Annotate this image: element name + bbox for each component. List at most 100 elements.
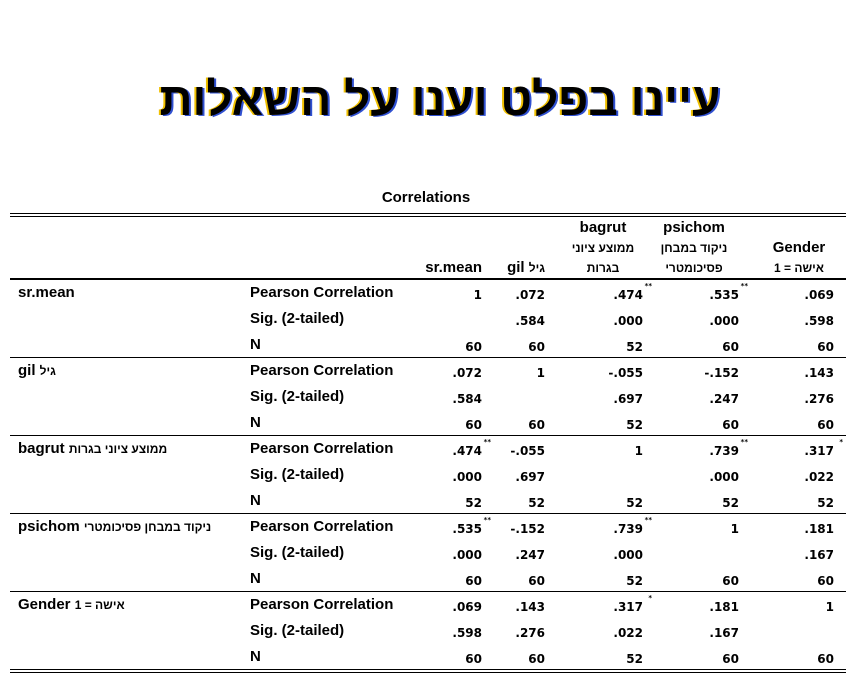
cell-value: .022 — [553, 626, 643, 640]
table-header: sr.mean gil גיל bagrut ממוצע ציוני בגרות psi… — [10, 217, 846, 280]
column-header-en: bagrut — [579, 219, 627, 236]
table-row: N 60 60 52 60 60 — [10, 332, 846, 358]
cell-number: .598 — [452, 626, 482, 640]
cell-value: 60 — [649, 418, 739, 432]
statistic-label: N — [250, 648, 261, 665]
cell-value: .697 — [553, 392, 643, 406]
row-group-sr-mean: sr.mean Pearson Correlation 1 .072 .474 ** .53… — [10, 280, 846, 358]
cell-value: .739 ** — [649, 438, 748, 458]
cell-number: 52 — [465, 496, 482, 510]
row-variable-en: Gender — [18, 596, 75, 613]
cell-number: 60 — [817, 340, 834, 354]
row-group-gil: gil גיל Pearson Correlation .072 1 -.055 -.15… — [10, 358, 846, 436]
cell-number: 60 — [817, 574, 834, 588]
cell-number: .181 — [709, 600, 739, 614]
cell-number: .167 — [804, 548, 834, 562]
cell-number: 52 — [626, 574, 643, 588]
statistic-label: N — [250, 414, 261, 431]
cell-number: 60 — [528, 418, 545, 432]
cell-number: .000 — [613, 314, 643, 328]
cell-number: .535 ** — [452, 516, 491, 536]
cell-number: .072 — [452, 366, 482, 380]
cell-value: .247 — [455, 548, 545, 562]
cell-value: .072 — [455, 288, 545, 302]
cell-number: 1 — [730, 522, 739, 536]
cell-number: 52 — [626, 418, 643, 432]
table-row: N 60 60 52 60 60 — [10, 566, 846, 592]
cell-number: .247 — [515, 548, 545, 562]
cell-number: .069 — [452, 600, 482, 614]
row-variable-en: bagrut — [18, 440, 69, 457]
cell-number: 52 — [626, 496, 643, 510]
column-header-sr-mean: sr.mean — [412, 258, 482, 278]
statistic-label: Pearson Correlation — [250, 284, 394, 301]
cell-value: -.055 — [553, 366, 643, 380]
cell-number: .697 — [515, 470, 545, 484]
cell-value: .598 — [744, 314, 834, 328]
cell-number: .022 — [804, 470, 834, 484]
cell-value: 60 — [744, 652, 834, 666]
table-row: N 60 60 52 60 60 — [10, 644, 846, 670]
cell-value: .000 — [553, 314, 643, 328]
statistic-label: Sig. (2-tailed) — [250, 544, 345, 561]
cell-value: .022 — [744, 470, 834, 484]
cell-value: .739 ** — [553, 516, 652, 536]
table-row: Sig. (2-tailed) .584 .697 .247 .276 — [10, 384, 846, 410]
cell-value: .000 — [392, 548, 482, 562]
cell-value: .276 — [455, 626, 545, 640]
cell-value: .598 — [392, 626, 482, 640]
cell-value: 52 — [744, 496, 834, 510]
cell-number: 60 — [465, 652, 482, 666]
cell-number: .072 — [515, 288, 545, 302]
column-header-he: ממוצע ציוני בגרות — [571, 241, 635, 275]
column-header-he: גיל — [528, 261, 545, 275]
row-variable-he: ממוצע ציוני בגרות — [68, 442, 168, 456]
table-row: Gender 1 = אישה Pearson Correlation .069 .1… — [10, 592, 846, 618]
cell-number: 52 — [626, 652, 643, 666]
cell-value: 60 — [392, 652, 482, 666]
significance-marker: ** — [644, 516, 652, 524]
cell-value: .317 * — [553, 594, 652, 614]
row-variable-en: sr.mean — [18, 284, 75, 301]
cell-number: 60 — [722, 418, 739, 432]
cell-value: 60 — [649, 574, 739, 588]
row-group-bagrut: bagrut ממוצע ציוני בגרות Pearson Correlat… — [10, 436, 846, 514]
cell-value: .584 — [392, 392, 482, 406]
cell-value: .072 — [392, 366, 482, 380]
cell-number: 52 — [817, 496, 834, 510]
cell-value: 60 — [744, 574, 834, 588]
cell-value: 1 — [744, 600, 834, 614]
cell-value: 60 — [455, 652, 545, 666]
cell-value: .000 — [649, 470, 739, 484]
table-row: Sig. (2-tailed) .000 .247 .000 .167 — [10, 540, 846, 566]
cell-number: .069 — [804, 288, 834, 302]
cell-number: .317 * — [613, 594, 652, 614]
cell-value: .069 — [392, 600, 482, 614]
table-row: N 60 60 52 60 60 — [10, 410, 846, 436]
cell-number: 1 — [536, 366, 545, 380]
cell-number: 1 — [473, 288, 482, 302]
column-header-Gender: Gender 1 = אישה — [764, 238, 834, 278]
cell-number: .276 — [804, 392, 834, 406]
cell-number: -.055 — [510, 444, 545, 458]
cell-number: 60 — [817, 652, 834, 666]
cell-value: .247 — [649, 392, 739, 406]
cell-value: .181 — [649, 600, 739, 614]
cell-number: .000 — [709, 470, 739, 484]
table-row: psichom ניקוד במבחן פסיכומטרי Pearson Cor… — [10, 514, 846, 540]
statistic-label: Pearson Correlation — [250, 596, 394, 613]
cell-value: 60 — [455, 340, 545, 354]
cell-number: .143 — [804, 366, 834, 380]
cell-number: 52 — [722, 496, 739, 510]
column-header-en: sr.mean — [425, 259, 482, 276]
cell-number: .474 ** — [452, 438, 491, 458]
cell-number: 60 — [528, 574, 545, 588]
cell-value: .143 — [744, 366, 834, 380]
correlations-table: sr.mean gil גיל bagrut ממוצע ציוני בגרות psi… — [10, 213, 846, 673]
cell-number: 60 — [817, 418, 834, 432]
cell-number: .317 * — [804, 438, 843, 458]
cell-value: 52 — [455, 496, 545, 510]
table-row: gil גיל Pearson Correlation .072 1 -.055 -.15… — [10, 358, 846, 384]
cell-value: .474 ** — [392, 438, 491, 458]
cell-value: -.152 — [649, 366, 739, 380]
